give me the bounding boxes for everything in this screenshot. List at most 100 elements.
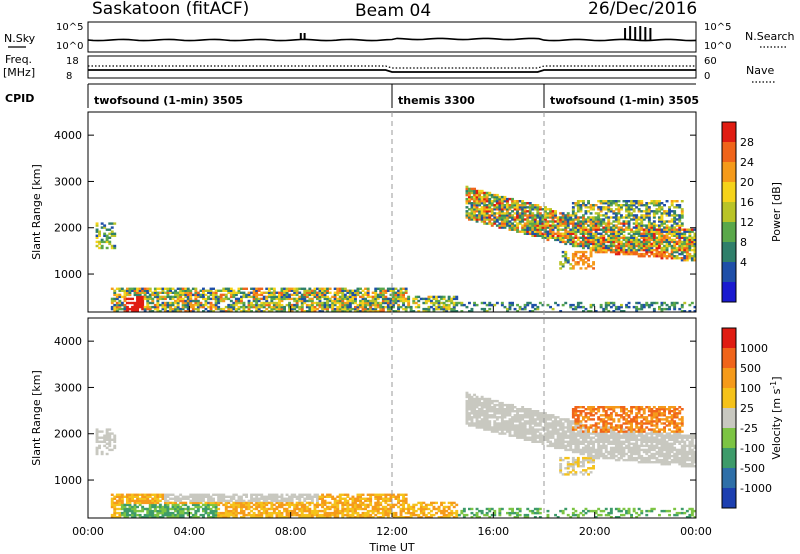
heatmap-cell xyxy=(412,297,416,301)
heatmap-cell xyxy=(227,499,231,503)
heatmap-cell xyxy=(617,250,621,254)
heatmap-cell xyxy=(397,499,400,503)
heatmap-cell xyxy=(612,248,616,252)
heatmap-cell xyxy=(597,216,601,219)
heatmap-cell xyxy=(673,301,677,305)
heatmap-cell xyxy=(571,511,575,515)
heatmap-cell xyxy=(158,499,162,503)
heatmap-cell xyxy=(516,204,519,207)
heatmap-cell xyxy=(541,226,545,229)
heatmap-cell xyxy=(670,226,674,229)
heatmap-cell xyxy=(356,493,360,496)
heatmap-cell xyxy=(516,202,519,205)
heatmap-cell xyxy=(566,214,570,217)
heatmap-cell xyxy=(240,495,243,498)
heatmap-cell xyxy=(313,505,317,509)
heatmap-cell xyxy=(470,212,474,215)
heatmap-cell xyxy=(308,497,312,500)
heatmap-cell xyxy=(673,305,677,309)
heatmap-cell xyxy=(523,426,527,429)
heatmap-cell xyxy=(227,297,231,301)
heatmap-cell xyxy=(232,503,236,507)
heatmap-cell xyxy=(531,436,535,439)
heatmap-cell xyxy=(343,293,347,297)
heatmap-cell xyxy=(576,422,580,425)
heatmap-cell xyxy=(475,422,479,425)
heatmap-cell xyxy=(151,293,155,297)
heatmap-cell xyxy=(242,287,246,290)
heatmap-cell xyxy=(404,516,408,519)
heatmap-cell xyxy=(442,509,446,513)
heatmap-cell xyxy=(528,210,532,213)
heatmap-cell xyxy=(217,307,221,311)
heatmap-cell xyxy=(412,503,416,507)
heatmap-cell xyxy=(285,501,289,505)
heatmap-cell xyxy=(693,248,697,252)
heatmap-cell xyxy=(670,248,674,252)
heatmap-cell xyxy=(364,299,367,303)
heatmap-cell xyxy=(528,430,532,433)
heatmap-cell xyxy=(561,511,565,515)
heatmap-cell xyxy=(138,295,142,299)
heatmap-cell xyxy=(189,301,193,305)
freq-series xyxy=(88,69,696,73)
heatmap-cell xyxy=(290,511,294,515)
heatmap-cell xyxy=(156,501,160,505)
heatmap-cell xyxy=(267,495,271,498)
heatmap-cell xyxy=(272,291,276,294)
heatmap-cell xyxy=(678,240,682,244)
heatmap-cell xyxy=(153,303,157,307)
heatmap-cell xyxy=(120,501,124,505)
heatmap-cell xyxy=(115,297,119,301)
heatmap-cell xyxy=(148,310,152,313)
heatmap-cell xyxy=(265,299,269,303)
heatmap-cell xyxy=(511,416,514,419)
heatmap-cell xyxy=(430,516,433,519)
heatmap-cell xyxy=(516,410,519,413)
heatmap-cell xyxy=(582,202,585,205)
heatmap-cell xyxy=(576,444,580,448)
heatmap-cell xyxy=(556,228,560,231)
freq-tick-bottom: 8 xyxy=(66,71,72,82)
heatmap-cell xyxy=(161,509,165,513)
heatmap-cell xyxy=(645,212,649,215)
heatmap-cell xyxy=(647,202,651,205)
heatmap-cell xyxy=(647,232,651,235)
heatmap-cell xyxy=(255,497,259,500)
heatmap-cell xyxy=(470,202,474,205)
heatmap-cell xyxy=(313,511,317,515)
heatmap-cell xyxy=(465,187,469,191)
heatmap-cell xyxy=(237,499,241,503)
heatmap-cell xyxy=(209,305,213,309)
heatmap-cell xyxy=(630,244,633,248)
heatmap-cell xyxy=(326,287,329,290)
heatmap-cell xyxy=(645,246,649,250)
heatmap-cell xyxy=(627,236,631,239)
heatmap-cell xyxy=(252,499,256,503)
heatmap-cell xyxy=(161,295,165,299)
heatmap-cell xyxy=(579,230,583,233)
heatmap-cell xyxy=(680,257,684,260)
heatmap-cell xyxy=(143,297,147,301)
heatmap-cell xyxy=(141,287,145,290)
heatmap-cell xyxy=(627,200,631,203)
heatmap-cell xyxy=(569,263,573,266)
heatmap-cell xyxy=(278,513,281,517)
heatmap-cell xyxy=(214,513,218,517)
heatmap-cell xyxy=(513,516,517,519)
heatmap-cell xyxy=(336,516,340,519)
heatmap-cell xyxy=(655,240,659,244)
heatmap-cell xyxy=(470,208,474,211)
heatmap-cell xyxy=(435,297,438,301)
heatmap-cell xyxy=(164,511,167,515)
heatmap-cell xyxy=(493,399,497,403)
heatmap-cell xyxy=(546,222,550,225)
heatmap-cell xyxy=(498,410,502,413)
heatmap-cell xyxy=(194,493,198,496)
heatmap-cell xyxy=(341,305,345,309)
heatmap-cell xyxy=(209,501,213,505)
heatmap-cell xyxy=(209,516,213,519)
heatmap-cell xyxy=(432,295,436,299)
heatmap-cell xyxy=(640,242,644,246)
heatmap-cell xyxy=(166,511,170,515)
